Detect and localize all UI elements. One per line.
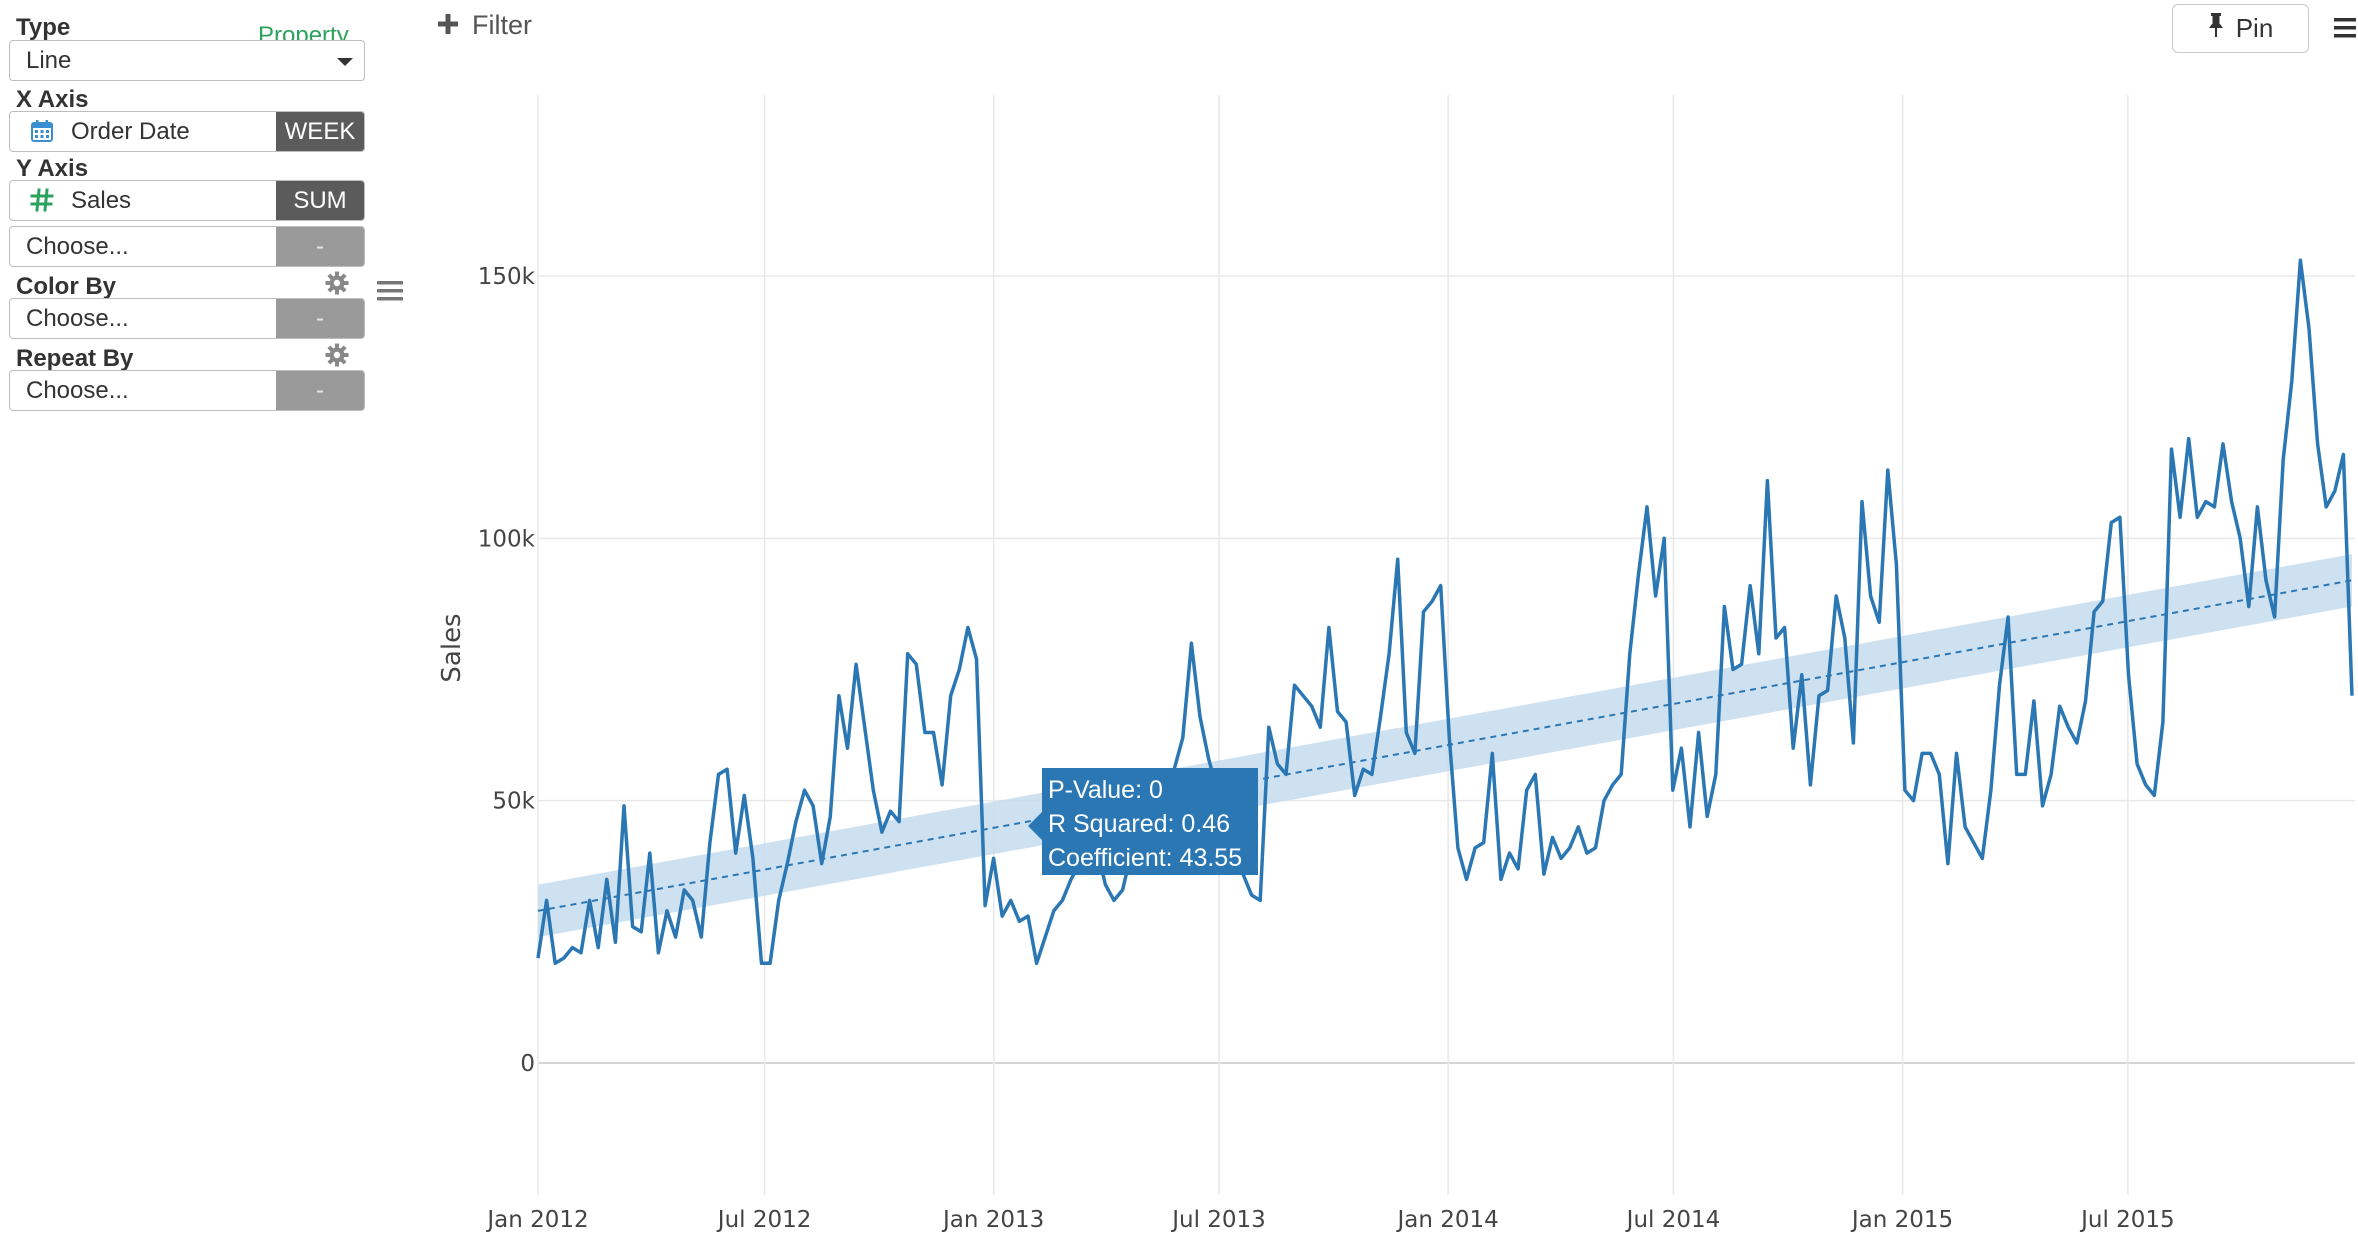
plus-icon xyxy=(438,10,458,41)
y2-aggregation-button[interactable]: - xyxy=(276,227,364,266)
y-axis-title: Sales xyxy=(437,613,467,682)
pin-label: Pin xyxy=(2235,13,2274,43)
x-axis-field-name: Order Date xyxy=(71,118,190,145)
y-tick-label: 50k xyxy=(492,789,535,815)
tooltip-p-value: P-Value: 0 xyxy=(1048,776,1163,804)
x-tick-label: Jul 2013 xyxy=(1170,1207,1266,1233)
axis-labels: 0 50k 100k 150k Jan 2012 Jul 2012 Jan 2013 Jul … xyxy=(437,264,2175,1233)
trend-stats-tooltip: P-Value: 0 R Squared: 0.46 Coefficient: … xyxy=(1028,768,1258,875)
x-axis-aggregation-button[interactable]: WEEK xyxy=(276,112,364,151)
y-axis-aggregation-button[interactable]: SUM xyxy=(276,181,364,220)
calendar-icon xyxy=(30,119,54,148)
x-tick-label: Jan 2012 xyxy=(485,1207,588,1233)
x-tick-label: Jul 2014 xyxy=(1625,1207,1721,1233)
y-axis-label: Y Axis xyxy=(16,155,89,182)
hash-icon xyxy=(30,188,54,217)
color-by-select[interactable]: Choose... - xyxy=(9,298,365,339)
chart-type-value: Line xyxy=(26,47,72,74)
y-tick-label: 0 xyxy=(520,1051,535,1077)
x-axis-field[interactable]: Order Date WEEK xyxy=(9,111,365,152)
pin-icon xyxy=(2208,13,2224,44)
color-by-label: Color By xyxy=(16,273,117,300)
sales-series-line xyxy=(536,258,2354,966)
y-axis-field-name: Sales xyxy=(71,187,132,214)
pin-button[interactable]: Pin xyxy=(2172,4,2309,53)
color-by-placeholder: Choose... xyxy=(26,305,129,332)
series-layer xyxy=(536,258,2354,966)
y-axis-menu-icon[interactable] xyxy=(377,280,403,307)
filter-label: Filter xyxy=(472,10,532,40)
x-axis-label: X Axis xyxy=(16,86,89,113)
y2-field-select[interactable]: Choose... - xyxy=(9,226,365,267)
add-filter-button[interactable]: Filter xyxy=(438,10,532,41)
tooltip-r-squared: R Squared: 0.46 xyxy=(1048,810,1231,838)
x-tick-label: Jul 2015 xyxy=(2079,1207,2175,1233)
y-axis-field[interactable]: Sales SUM xyxy=(9,180,365,221)
x-tick-label: Jan 2014 xyxy=(1395,1207,1498,1233)
repeat-by-aggregation-button[interactable]: - xyxy=(276,371,364,410)
confidence-band xyxy=(538,554,2352,938)
x-tick-label: Jan 2013 xyxy=(941,1207,1044,1233)
repeat-by-label: Repeat By xyxy=(16,345,134,372)
color-by-gear-icon[interactable] xyxy=(325,271,349,300)
y2-placeholder: Choose... xyxy=(26,233,129,260)
menu-icon[interactable] xyxy=(2334,18,2356,43)
type-label: Type xyxy=(16,14,71,41)
color-by-aggregation-button[interactable]: - xyxy=(276,299,364,338)
chart-type-select[interactable]: Line xyxy=(9,40,365,81)
x-tick-label: Jan 2015 xyxy=(1850,1207,1953,1233)
repeat-by-gear-icon[interactable] xyxy=(325,343,349,372)
tooltip-coefficient: Coefficient: 43.55 xyxy=(1048,844,1243,872)
repeat-by-placeholder: Choose... xyxy=(26,377,129,404)
y-tick-label: 150k xyxy=(478,264,536,290)
repeat-by-select[interactable]: Choose... - xyxy=(9,370,365,411)
x-tick-label: Jul 2012 xyxy=(716,1207,812,1233)
y-tick-label: 100k xyxy=(478,526,536,552)
caret-down-icon xyxy=(337,58,353,66)
trend-band-layer xyxy=(537,554,2353,938)
chart-config-panel: Type Property Line X Axis Order Date WEE… xyxy=(0,0,403,1254)
